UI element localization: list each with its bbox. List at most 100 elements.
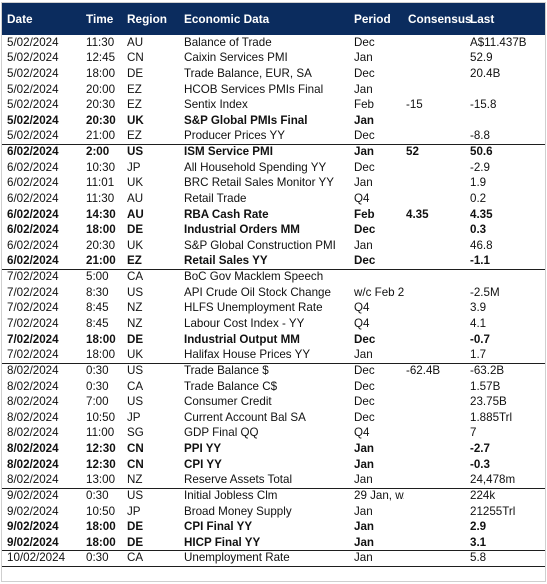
cell-region: DE	[127, 520, 144, 534]
table-row: 9/02/2024 18:00 DE CPI Final YY Jan 2.9	[1, 519, 546, 535]
table-row: 7/02/2024 18:00 DE Industrial Output MM Dec -…	[1, 332, 546, 348]
cell-region: DE	[127, 332, 144, 346]
cell-consensus	[404, 504, 468, 520]
cell-consensus	[404, 316, 468, 332]
cell-date: 5/02/2024	[7, 35, 59, 49]
cell-last: -2.9	[470, 160, 490, 174]
cell-date: 9/02/2024	[7, 520, 59, 534]
cell-last: 23.75B	[470, 395, 507, 409]
cell-consensus	[404, 66, 468, 82]
cell-time: 11:00	[86, 426, 115, 440]
table-row: 6/02/2024 10:30 JP All Household Spending Y…	[1, 160, 546, 176]
cell-period: Q4	[354, 426, 370, 440]
cell-time: 20:30	[86, 238, 116, 252]
cell-economic-data: S&P Global Construction PMI	[184, 238, 336, 252]
cell-last: 7	[470, 426, 477, 440]
cell-economic-data: Industrial Orders MM	[184, 223, 300, 237]
cell-region: CN	[127, 51, 144, 65]
cell-economic-data: HCOB Services PMIs Final	[184, 82, 324, 96]
cell-economic-data: ISM Service PMI	[178, 143, 348, 160]
cell-region: CN	[127, 442, 144, 456]
cell-economic-data: Trade Balance, EUR, SA	[184, 67, 312, 81]
cell-date: 7/02/2024	[7, 285, 59, 299]
cell-time: 10:30	[86, 160, 116, 174]
table-row: 8/02/2024 7:00 US Consumer Credit Dec 23.75B	[1, 394, 546, 410]
header-last: Last	[470, 11, 495, 26]
cell-period: Dec	[354, 395, 375, 409]
table-row: 8/02/2024 13:00 NZ Reserve Assets Total Jan 2…	[1, 473, 546, 489]
cell-period: Jan	[354, 457, 374, 471]
cell-economic-data: Retail Trade	[184, 192, 247, 206]
cell-date: 5/02/2024	[7, 129, 59, 143]
cell-consensus	[404, 129, 468, 145]
cell-period: Jan	[354, 535, 374, 549]
cell-region: UK	[127, 176, 144, 190]
cell-last: 1.885Trl	[470, 410, 513, 424]
cell-period: Jan	[354, 473, 373, 487]
cell-last: -2.5M	[470, 285, 500, 299]
cell-consensus	[404, 519, 468, 535]
cell-date: 8/02/2024	[7, 395, 59, 409]
cell-period: Dec	[354, 332, 376, 346]
cell-period: Jan	[354, 113, 374, 127]
cell-economic-data: Halifax House Prices YY	[184, 348, 311, 362]
cell-consensus	[404, 113, 468, 129]
cell-region: AU	[127, 192, 144, 206]
cell-last: -0.7	[470, 332, 490, 346]
cell-economic-data: Reserve Assets Total	[184, 473, 293, 487]
header-date: Date	[7, 11, 33, 26]
cell-period: Jan	[348, 143, 404, 160]
cell-consensus: -15	[406, 98, 423, 112]
cell-region: US	[121, 362, 178, 379]
cell-economic-data: Producer Prices YY	[184, 129, 285, 143]
cell-region: US	[127, 395, 144, 409]
table-row: 5/02/2024 11:30 AU Balance of Trade Dec A$11.…	[1, 35, 546, 51]
cell-date: 8/02/2024	[7, 457, 59, 471]
cell-region: CA	[127, 379, 144, 393]
cell-time: 18:00	[86, 535, 116, 549]
cell-region: US	[121, 143, 178, 160]
header-period: Period	[354, 11, 391, 26]
table-row: 7/02/2024 8:45 NZ HLFS Unemployment Rate Q4 3…	[1, 301, 546, 317]
cell-period: Jan	[354, 51, 373, 65]
cell-consensus	[404, 301, 468, 317]
cell-time: 0:30	[80, 487, 121, 504]
cell-date: 8/02/2024	[1, 362, 80, 379]
cell-date: 5/02/2024	[7, 67, 59, 81]
cell-time: 8:30	[86, 285, 109, 299]
table-row: 7/02/2024 8:45 NZ Labour Cost Index - YY Q4 4…	[1, 316, 546, 332]
table-row: 8/02/2024 0:30 US Trade Balance $ Dec -62.4B -…	[1, 362, 546, 379]
cell-last: -63.2B	[468, 362, 546, 379]
table-row: 5/02/2024 21:00 EZ Producer Prices YY Dec -8.…	[1, 129, 546, 145]
cell-last	[468, 113, 546, 129]
cell-region: EZ	[127, 254, 142, 268]
cell-time: 11:30	[86, 192, 115, 206]
cell-region: EZ	[127, 82, 142, 96]
cell-region: EZ	[127, 129, 142, 143]
cell-time: 7:00	[86, 395, 109, 409]
cell-consensus	[404, 473, 468, 489]
cell-economic-data: Initial Jobless Clm	[178, 487, 348, 504]
cell-date: 8/02/2024	[7, 426, 59, 440]
cell-economic-data: Trade Balance C$	[184, 379, 278, 393]
cell-last: 52.9	[470, 51, 493, 65]
table-row: 6/02/2024 11:01 UK BRC Retail Sales Monitor…	[1, 176, 546, 192]
cell-consensus	[404, 35, 468, 51]
cell-region: EZ	[127, 98, 142, 112]
cell-consensus	[404, 160, 468, 176]
cell-date: 5/02/2024	[7, 82, 59, 96]
cell-consensus	[404, 332, 468, 348]
cell-region: US	[127, 285, 144, 299]
cell-period: Q4	[354, 192, 370, 206]
cell-date: 9/02/2024	[7, 504, 59, 518]
cell-period: Dec	[354, 129, 375, 143]
cell-time: 11:01	[86, 176, 115, 190]
cell-region: JP	[127, 410, 141, 424]
cell-time: 18:00	[86, 67, 116, 81]
cell-period: Dec	[354, 35, 375, 49]
header-time: Time	[86, 11, 114, 26]
cell-region: AU	[127, 35, 144, 49]
cell-period: Jan	[348, 550, 404, 567]
cell-consensus	[404, 82, 468, 98]
cell-last: 21255Trl	[470, 504, 516, 518]
